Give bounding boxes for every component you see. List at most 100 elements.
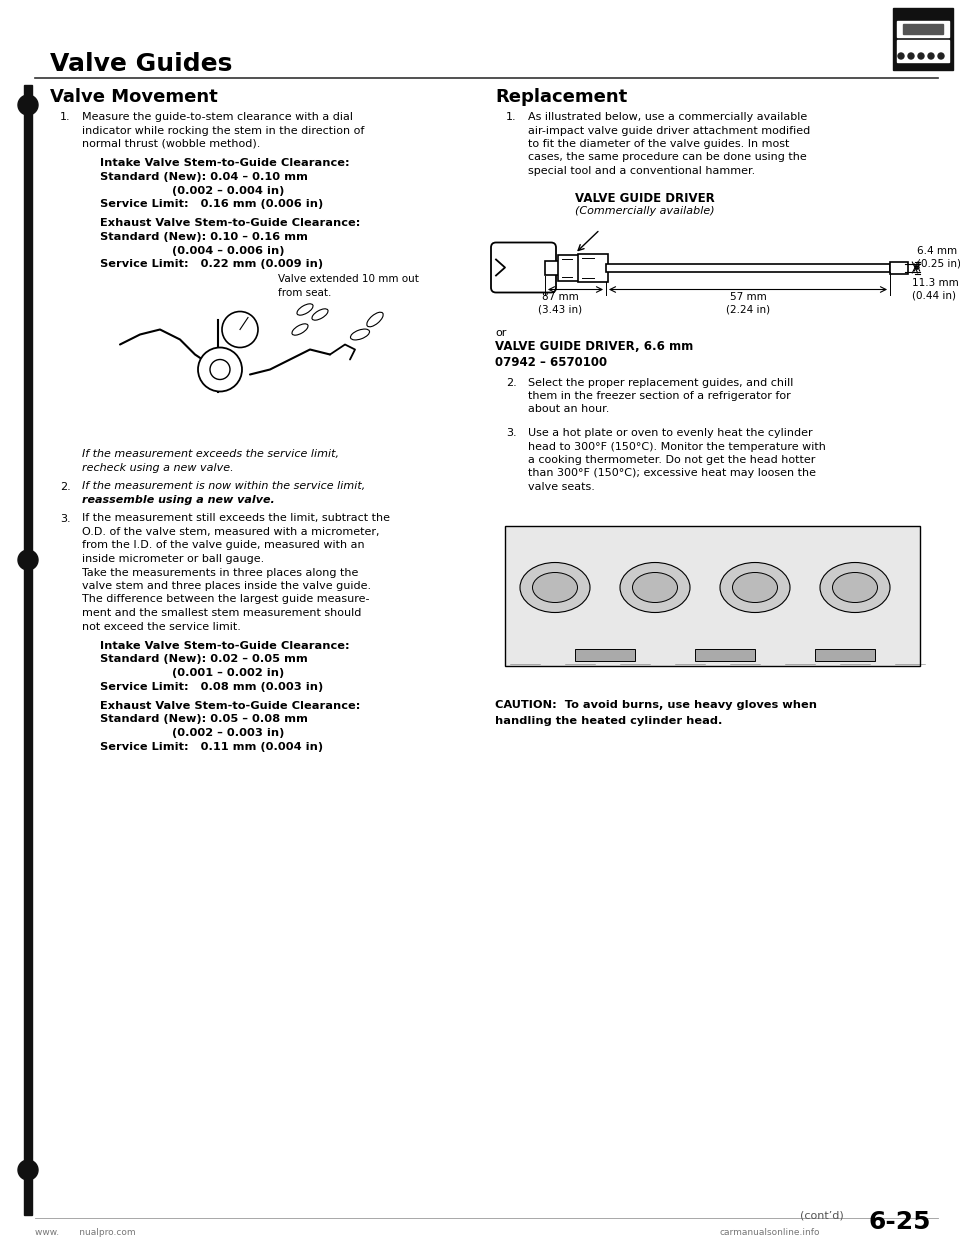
Ellipse shape (633, 573, 678, 602)
Text: 1.: 1. (506, 112, 516, 122)
Text: handling the heated cylinder head.: handling the heated cylinder head. (495, 715, 722, 725)
Circle shape (210, 359, 230, 380)
Text: 57 mm: 57 mm (730, 292, 766, 302)
Text: (0.44 in): (0.44 in) (912, 291, 956, 301)
Text: O.D. of the valve stem, measured with a micrometer,: O.D. of the valve stem, measured with a … (82, 527, 379, 537)
Text: (0.002 – 0.003 in): (0.002 – 0.003 in) (172, 728, 284, 738)
Text: recheck using a new valve.: recheck using a new valve. (82, 463, 233, 473)
Text: If the measurement is now within the service limit,: If the measurement is now within the ser… (82, 482, 365, 492)
Text: Intake Valve Stem-to-Guide Clearance:: Intake Valve Stem-to-Guide Clearance: (100, 159, 349, 169)
Text: If the measurement still exceeds the limit, subtract the: If the measurement still exceeds the lim… (82, 513, 390, 523)
Text: carmanualsonline.info: carmanualsonline.info (720, 1228, 821, 1237)
Text: air-impact valve guide driver attachment modified: air-impact valve guide driver attachment… (528, 125, 810, 135)
Text: 3.: 3. (60, 513, 71, 523)
Text: Service Limit:   0.11 mm (0.004 in): Service Limit: 0.11 mm (0.004 in) (100, 741, 324, 751)
Ellipse shape (732, 573, 778, 602)
Text: 6.4 mm: 6.4 mm (917, 246, 957, 256)
Text: from the I.D. of the valve guide, measured with an: from the I.D. of the valve guide, measur… (82, 540, 365, 550)
Text: (cont’d): (cont’d) (800, 1210, 844, 1220)
Text: 6-25: 6-25 (868, 1210, 930, 1235)
Text: Standard (New): 0.02 – 0.05 mm: Standard (New): 0.02 – 0.05 mm (100, 655, 308, 664)
Circle shape (198, 348, 242, 391)
Text: (2.24 in): (2.24 in) (726, 304, 770, 314)
Text: Valve extended 10 mm out: Valve extended 10 mm out (278, 274, 419, 284)
Text: valve stem and three places inside the valve guide.: valve stem and three places inside the v… (82, 581, 372, 591)
Text: Exhaust Valve Stem-to-Guide Clearance:: Exhaust Valve Stem-to-Guide Clearance: (100, 700, 360, 710)
Text: (0.001 – 0.002 in): (0.001 – 0.002 in) (172, 668, 284, 678)
Bar (897, 40, 949, 62)
Text: about an hour.: about an hour. (528, 405, 610, 415)
Bar (562, 258, 572, 277)
Text: Service Limit:   0.16 mm (0.006 in): Service Limit: 0.16 mm (0.006 in) (100, 199, 324, 209)
Text: from seat.: from seat. (278, 287, 331, 298)
Text: valve seats.: valve seats. (528, 482, 595, 492)
Text: indicator while rocking the stem in the direction of: indicator while rocking the stem in the … (82, 125, 365, 135)
Bar (893, 7, 953, 70)
Text: (3.43 in): (3.43 in) (538, 304, 582, 314)
Text: Select the proper replacement guides, and chill: Select the proper replacement guides, an… (528, 378, 793, 388)
Bar (505, 525, 920, 666)
Text: not exceed the service limit.: not exceed the service limit. (82, 621, 241, 631)
Bar (890, 262, 908, 273)
Text: than 300°F (150°C); excessive heat may loosen the: than 300°F (150°C); excessive heat may l… (528, 468, 816, 478)
Polygon shape (496, 260, 505, 276)
Text: Service Limit:   0.22 mm (0.009 in): Service Limit: 0.22 mm (0.009 in) (100, 260, 324, 270)
Text: 11.3 mm: 11.3 mm (912, 277, 959, 287)
Text: If the measurement exceeds the service limit,: If the measurement exceeds the service l… (82, 450, 339, 460)
Text: Valve Movement: Valve Movement (50, 88, 218, 106)
Text: VALVE GUIDE DRIVER, 6.6 mm: VALVE GUIDE DRIVER, 6.6 mm (495, 340, 693, 354)
Circle shape (18, 1160, 38, 1180)
Text: Exhaust Valve Stem-to-Guide Clearance:: Exhaust Valve Stem-to-Guide Clearance: (100, 219, 360, 229)
Ellipse shape (832, 573, 877, 602)
Text: Standard (New): 0.10 – 0.16 mm: Standard (New): 0.10 – 0.16 mm (100, 232, 308, 242)
Text: 1.: 1. (60, 112, 71, 122)
Ellipse shape (292, 324, 308, 335)
Text: them in the freezer section of a refrigerator for: them in the freezer section of a refrige… (528, 391, 791, 401)
Text: reassemble using a new valve.: reassemble using a new valve. (82, 496, 275, 505)
Text: special tool and a conventional hammer.: special tool and a conventional hammer. (528, 166, 756, 176)
Text: CAUTION:  To avoid burns, use heavy gloves when: CAUTION: To avoid burns, use heavy glove… (495, 700, 817, 710)
Text: 87 mm: 87 mm (541, 292, 578, 302)
Text: (0.002 – 0.004 in): (0.002 – 0.004 in) (172, 185, 284, 195)
Text: normal thrust (wobble method).: normal thrust (wobble method). (82, 139, 260, 149)
Circle shape (18, 94, 38, 116)
Circle shape (222, 312, 258, 348)
Text: VALVE GUIDE DRIVER: VALVE GUIDE DRIVER (575, 191, 715, 205)
Text: www.       nualpro.com: www. nualpro.com (35, 1228, 135, 1237)
Ellipse shape (520, 563, 590, 612)
Text: Replacement: Replacement (495, 88, 627, 106)
Ellipse shape (350, 329, 370, 340)
FancyBboxPatch shape (491, 242, 556, 293)
Text: Use a hot plate or oven to evenly heat the cylinder: Use a hot plate or oven to evenly heat t… (528, 428, 812, 438)
Circle shape (928, 53, 934, 60)
Text: 3.: 3. (506, 428, 516, 438)
Text: inside micrometer or ball gauge.: inside micrometer or ball gauge. (82, 554, 264, 564)
Circle shape (918, 53, 924, 60)
Text: ment and the smallest stem measurement should: ment and the smallest stem measurement s… (82, 609, 361, 619)
Text: 07942 – 6570100: 07942 – 6570100 (495, 355, 607, 369)
Text: or: or (495, 328, 506, 338)
Text: (Commercially available): (Commercially available) (575, 205, 714, 216)
Text: (0.004 – 0.006 in): (0.004 – 0.006 in) (172, 246, 284, 256)
Ellipse shape (312, 309, 328, 320)
Bar (545, 261, 563, 274)
Ellipse shape (820, 563, 890, 612)
Ellipse shape (533, 573, 578, 602)
Text: Measure the guide-to-stem clearance with a dial: Measure the guide-to-stem clearance with… (82, 112, 353, 122)
Bar (903, 24, 943, 34)
Bar (582, 257, 594, 277)
Ellipse shape (367, 312, 383, 327)
Circle shape (908, 53, 914, 60)
Text: cases, the same procedure can be done using the: cases, the same procedure can be done us… (528, 153, 806, 163)
Bar (24, 84, 32, 1215)
Text: Intake Valve Stem-to-Guide Clearance:: Intake Valve Stem-to-Guide Clearance: (100, 641, 349, 651)
Text: Valve Guides: Valve Guides (50, 52, 232, 76)
Bar (695, 648, 755, 661)
Circle shape (938, 53, 944, 60)
Bar (815, 648, 875, 661)
Ellipse shape (297, 304, 313, 315)
Text: As illustrated below, use a commercially available: As illustrated below, use a commercially… (528, 112, 807, 122)
Text: The difference between the largest guide measure-: The difference between the largest guide… (82, 595, 370, 605)
Text: 2.: 2. (60, 482, 71, 492)
Text: Standard (New): 0.05 – 0.08 mm: Standard (New): 0.05 – 0.08 mm (100, 714, 308, 724)
